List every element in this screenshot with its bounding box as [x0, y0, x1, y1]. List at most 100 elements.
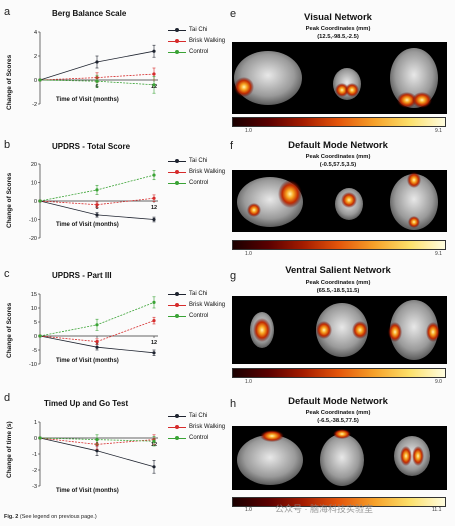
brain-image-h: [232, 426, 447, 490]
network-coords-f: (-0.5,57.5,3.5): [319, 162, 357, 168]
legend-marker-tai-chi: [168, 412, 186, 420]
xlabel-c: Time of Visit (months): [56, 358, 119, 364]
ylabel-c: Change of Scores: [6, 302, 13, 358]
y-tick-label: 5: [34, 320, 37, 326]
network-title-f: Default Mode Network: [288, 140, 388, 151]
figure-label: Fig. 2: [4, 514, 19, 520]
network-title-h: Default Mode Network: [288, 396, 388, 407]
panel-label-a: a: [4, 6, 11, 18]
y-tick-label: 1: [34, 420, 37, 426]
legend-brisk-walking: Brisk Walking: [189, 301, 226, 308]
x-tick-label: 12: [151, 205, 157, 211]
y-tick-label: -2: [32, 102, 37, 108]
network-subtitle-f: Peak Coordinates (mm): [305, 154, 371, 160]
data-point: [95, 188, 99, 192]
data-point: [38, 436, 42, 440]
y-tick-label: -2: [32, 468, 37, 474]
xlabel-b: Time of Visit (months): [56, 222, 119, 228]
panel-label-b: b: [4, 139, 11, 151]
legend-marker-control: [168, 312, 186, 320]
xlabel-d: Time of Visit (months): [56, 488, 119, 494]
y-tick-label: 10: [31, 181, 37, 187]
data-point: [95, 213, 99, 217]
legend-marker-brisk-walking: [168, 423, 186, 431]
network-subtitle-g: Peak Coordinates (mm): [305, 280, 371, 286]
legend-d: Tai Chi Brisk Walking Control: [168, 410, 225, 443]
colorbar-max-g: 9.0: [435, 379, 442, 385]
data-point: [95, 340, 99, 344]
brain-image-f: [232, 170, 447, 232]
y-tick-label: 0: [34, 199, 37, 205]
data-point: [152, 351, 156, 355]
colorbar-f: [232, 240, 446, 250]
legend-a: Tai Chi Brisk Walking Control: [168, 24, 225, 57]
data-point: [38, 334, 42, 338]
legend-tai-chi: Tai Chi: [189, 412, 208, 419]
line-chart-b: -20 -10 0 10 20 6 12: [29, 162, 158, 242]
x-tick-label: 12: [151, 340, 157, 346]
y-tick-label: 0: [34, 78, 37, 84]
colorbar-max-h: 11.1: [432, 507, 442, 513]
colorbar-max-e: 9.1: [435, 128, 442, 134]
network-subtitle-e: Peak Coordinates (mm): [305, 26, 371, 32]
legend-brisk-walking: Brisk Walking: [189, 423, 226, 430]
network-coords-e: (12.5,-98.5,-2.5): [317, 34, 359, 40]
chart-title-c: UPDRS - Part III: [52, 271, 112, 280]
line-chart-c: -10-5051015612: [29, 292, 158, 368]
data-point: [95, 438, 99, 442]
network-coords-h: (-6.5,-38.5,77.5): [317, 418, 359, 424]
line-chart-d: -3-2-101612: [32, 420, 158, 490]
colorbar-min-g: 1.0: [245, 379, 252, 385]
panel-label-g: g: [230, 270, 237, 282]
figure-caption-text: (See legend on previous page.): [19, 514, 97, 520]
panel-label-d: d: [4, 392, 11, 404]
legend-tai-chi: Tai Chi: [189, 157, 208, 164]
y-tick-label: 15: [31, 292, 37, 298]
legend-brisk-walking: Brisk Walking: [189, 168, 226, 175]
figure-caption: Fig. 2 (See legend on previous page.): [4, 514, 97, 520]
legend-control: Control: [189, 179, 209, 186]
legend-control: Control: [189, 434, 209, 441]
colorbar-g: [232, 368, 446, 378]
legend-marker-tai-chi: [168, 157, 186, 165]
legend-marker-control: [168, 48, 186, 56]
y-tick-label: -3: [32, 484, 37, 490]
colorbar-max-f: 9.1: [435, 251, 442, 257]
legend-marker-control: [168, 179, 186, 187]
x-tick-label: 6: [95, 205, 98, 211]
panel-label-h: h: [230, 398, 237, 410]
data-point: [152, 319, 156, 323]
ylabel-b: Change of Scores: [6, 172, 13, 228]
panel-label-c: c: [4, 268, 10, 280]
colorbar-min-h: 1.0: [245, 507, 252, 513]
chart-title-a: Berg Balance Scale: [52, 9, 127, 18]
series-line-brisk-walking: [39, 320, 155, 343]
data-point: [95, 449, 99, 453]
data-point: [95, 203, 99, 207]
network-title-e: Visual Network: [304, 12, 372, 23]
network-subtitle-h: Peak Coordinates (mm): [305, 410, 371, 416]
data-point: [152, 83, 156, 87]
panel-label-e: e: [230, 8, 237, 20]
colorbar-min-e: 1.0: [245, 128, 252, 134]
brain-image-g: [232, 296, 447, 364]
legend-b: Tai Chi Brisk Walking Control: [168, 155, 225, 188]
y-tick-label: 2: [34, 54, 37, 60]
legend-tai-chi: Tai Chi: [189, 290, 208, 297]
data-point: [38, 78, 42, 82]
colorbar-h: [232, 497, 446, 507]
line-chart-a: -2024612: [32, 30, 158, 108]
data-point: [95, 79, 99, 83]
ylabel-a: Change of Scores: [6, 54, 13, 110]
colorbar-min-f: 1.0: [245, 251, 252, 257]
data-point: [152, 300, 156, 304]
brain-image-e: [232, 42, 447, 114]
network-coords-g: (65.5,-18.5,11.5): [316, 288, 360, 294]
colorbar-e: [232, 117, 446, 127]
y-tick-label: -5: [32, 348, 37, 354]
legend-marker-tai-chi: [168, 26, 186, 34]
data-point: [152, 439, 156, 443]
legend-brisk-walking: Brisk Walking: [189, 37, 226, 44]
data-point: [152, 217, 156, 222]
legend-marker-control: [168, 434, 186, 442]
